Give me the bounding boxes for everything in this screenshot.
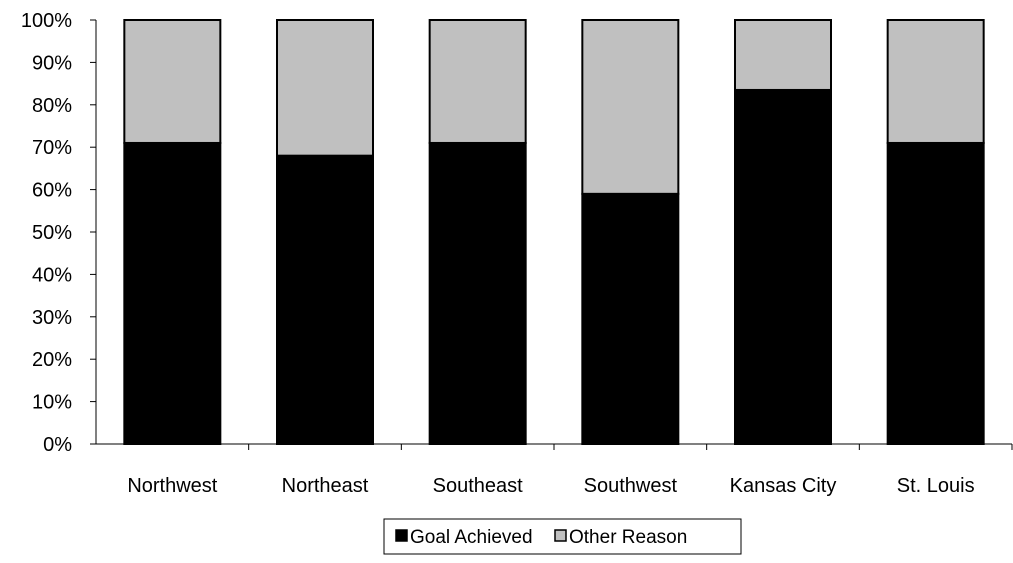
y-tick-label: 10% — [32, 392, 72, 414]
legend-box — [383, 518, 742, 555]
legend-label-goal-achieved: Goal Achieved — [410, 527, 533, 548]
legend-swatch-other-reason — [554, 529, 567, 542]
bar-goal-achieved-northeast — [276, 154, 374, 445]
bar-goal-achieved-southwest — [581, 192, 680, 445]
legend-label-other-reason: Other Reason — [569, 527, 687, 548]
bar-other-reason-kansas-city — [734, 19, 832, 91]
y-tick-label: 30% — [32, 307, 72, 329]
bar-goal-achieved-st-louis — [886, 141, 985, 446]
y-tick-label: 80% — [32, 95, 72, 117]
y-tick-label: 60% — [32, 180, 72, 202]
x-tick-label: Northwest — [127, 475, 217, 497]
bars-group — [123, 19, 985, 446]
bar-other-reason-st-louis — [886, 19, 985, 144]
bar-other-reason-northeast — [276, 19, 374, 157]
y-tick-label: 40% — [32, 264, 72, 286]
x-tick-label: Northeast — [282, 475, 369, 497]
bar-other-reason-southeast — [428, 19, 527, 144]
bar-goal-achieved-southeast — [428, 141, 527, 446]
y-tick-label: 70% — [32, 137, 72, 159]
bar-goal-achieved-northwest — [123, 141, 222, 446]
axes-group: Northwest Northeast Southeast Southwest Kans… — [21, 10, 1013, 497]
legend: Goal Achieved Other Reason — [383, 518, 742, 555]
y-tick-label: 20% — [32, 349, 72, 371]
bar-other-reason-northwest — [123, 19, 222, 144]
y-tick-label: 0% — [43, 434, 72, 456]
y-tick-label: 100% — [21, 10, 72, 32]
y-tick-label: 50% — [32, 222, 72, 244]
legend-swatch-goal-achieved — [395, 529, 408, 542]
x-tick-label: St. Louis — [897, 475, 975, 497]
y-tick-label: 90% — [32, 52, 72, 74]
bar-other-reason-southwest — [581, 19, 680, 195]
bar-goal-achieved-kansas-city — [734, 88, 832, 446]
x-tick-label: Kansas City — [730, 475, 837, 497]
x-tick-label: Southwest — [584, 475, 678, 497]
x-tick-label: Southeast — [433, 475, 524, 497]
